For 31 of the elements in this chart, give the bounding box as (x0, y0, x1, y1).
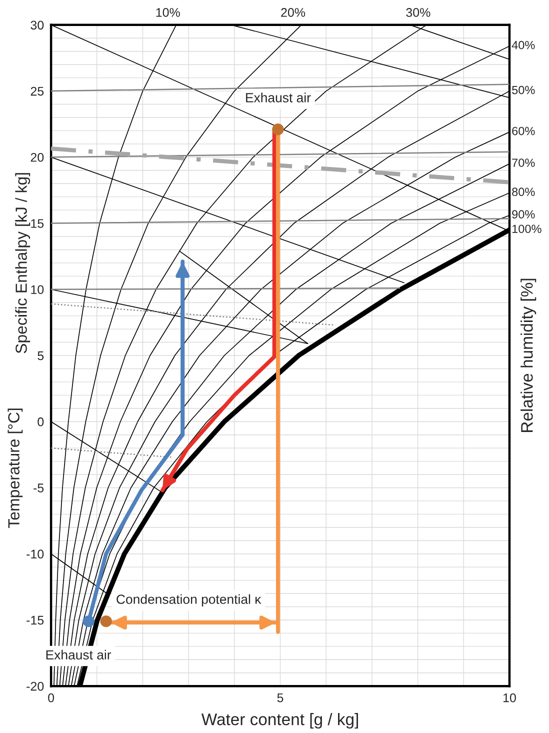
annotation: Condensation potential κ (116, 594, 262, 607)
y-tick-label: 30 (30, 20, 44, 30)
y-tick-label: -15 (26, 616, 44, 625)
annotation: Exhaust air (46, 650, 112, 660)
y-tick-label: -10 (26, 550, 44, 559)
y-tick-label: -20 (26, 682, 44, 691)
series-label: 50% (512, 86, 535, 94)
series-label: 40% (512, 40, 535, 50)
series-label: 100% (512, 224, 542, 234)
series-label: 30% (406, 8, 430, 17)
x-tick-label: 10 (503, 693, 516, 702)
series-label: 60% (512, 126, 535, 136)
series-label: 10% (156, 8, 180, 17)
y-tick-label: 10 (31, 285, 44, 294)
series-label: 70% (512, 158, 535, 167)
series-label: 80% (512, 188, 535, 196)
series-label: 20% (281, 8, 306, 17)
y-tick-label: 5 (38, 351, 44, 360)
y-axis-title: Temperature [°C] (8, 408, 23, 528)
y-tick-label: 0 (38, 417, 44, 426)
x-axis-title: Water content [g / kg] (201, 713, 358, 729)
y2-axis-title: Relative humidity [%] (520, 278, 536, 432)
x-tick-label: 0 (48, 693, 54, 702)
y-tick-label: 25 (30, 86, 44, 96)
series-label: 90% (512, 210, 535, 219)
y-tick-label: -5 (34, 484, 44, 492)
text: Specific Enthalpy [kJ / kg] (15, 173, 30, 354)
x-tick-label: 5 (277, 693, 284, 702)
y-tick-label: 15 (31, 219, 44, 228)
annotation: Exhaust air (246, 92, 311, 102)
y-tick-label: 20 (30, 152, 44, 162)
